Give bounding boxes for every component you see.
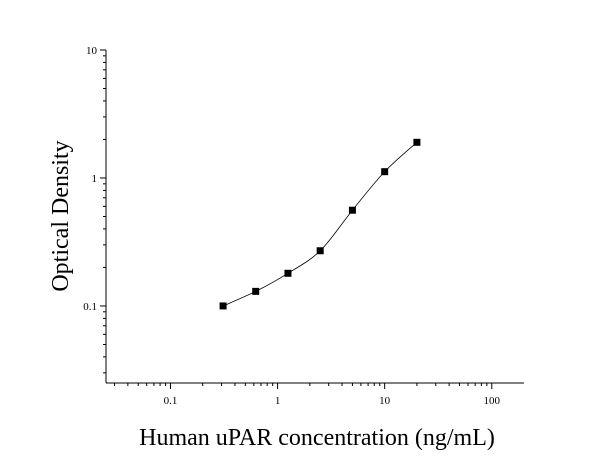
x-tick-label: 10 — [379, 395, 391, 407]
data-point — [413, 138, 421, 146]
ticks: 0.1 1 10 100 0.1 1 10 — [83, 45, 500, 407]
x-tick-label: 0.1 — [164, 395, 178, 407]
data-point — [316, 247, 324, 255]
x-tick-label: 1 — [275, 395, 281, 407]
y-axis-title: Optical Density — [48, 140, 74, 291]
data-point — [284, 269, 292, 277]
data-point — [381, 168, 389, 176]
axes — [105, 50, 524, 384]
data-point — [348, 206, 356, 214]
fit-curve — [222, 142, 418, 307]
y-tick-label: 0.1 — [83, 301, 97, 313]
x-axis-title: Human uPAR concentration (ng/mL) — [139, 425, 495, 451]
x-tick-label: 100 — [484, 395, 501, 407]
data-point — [252, 287, 260, 295]
data-point — [219, 302, 227, 310]
data-points — [219, 138, 421, 310]
y-tick-label: 1 — [92, 173, 98, 185]
y-tick-label: 10 — [86, 45, 98, 57]
